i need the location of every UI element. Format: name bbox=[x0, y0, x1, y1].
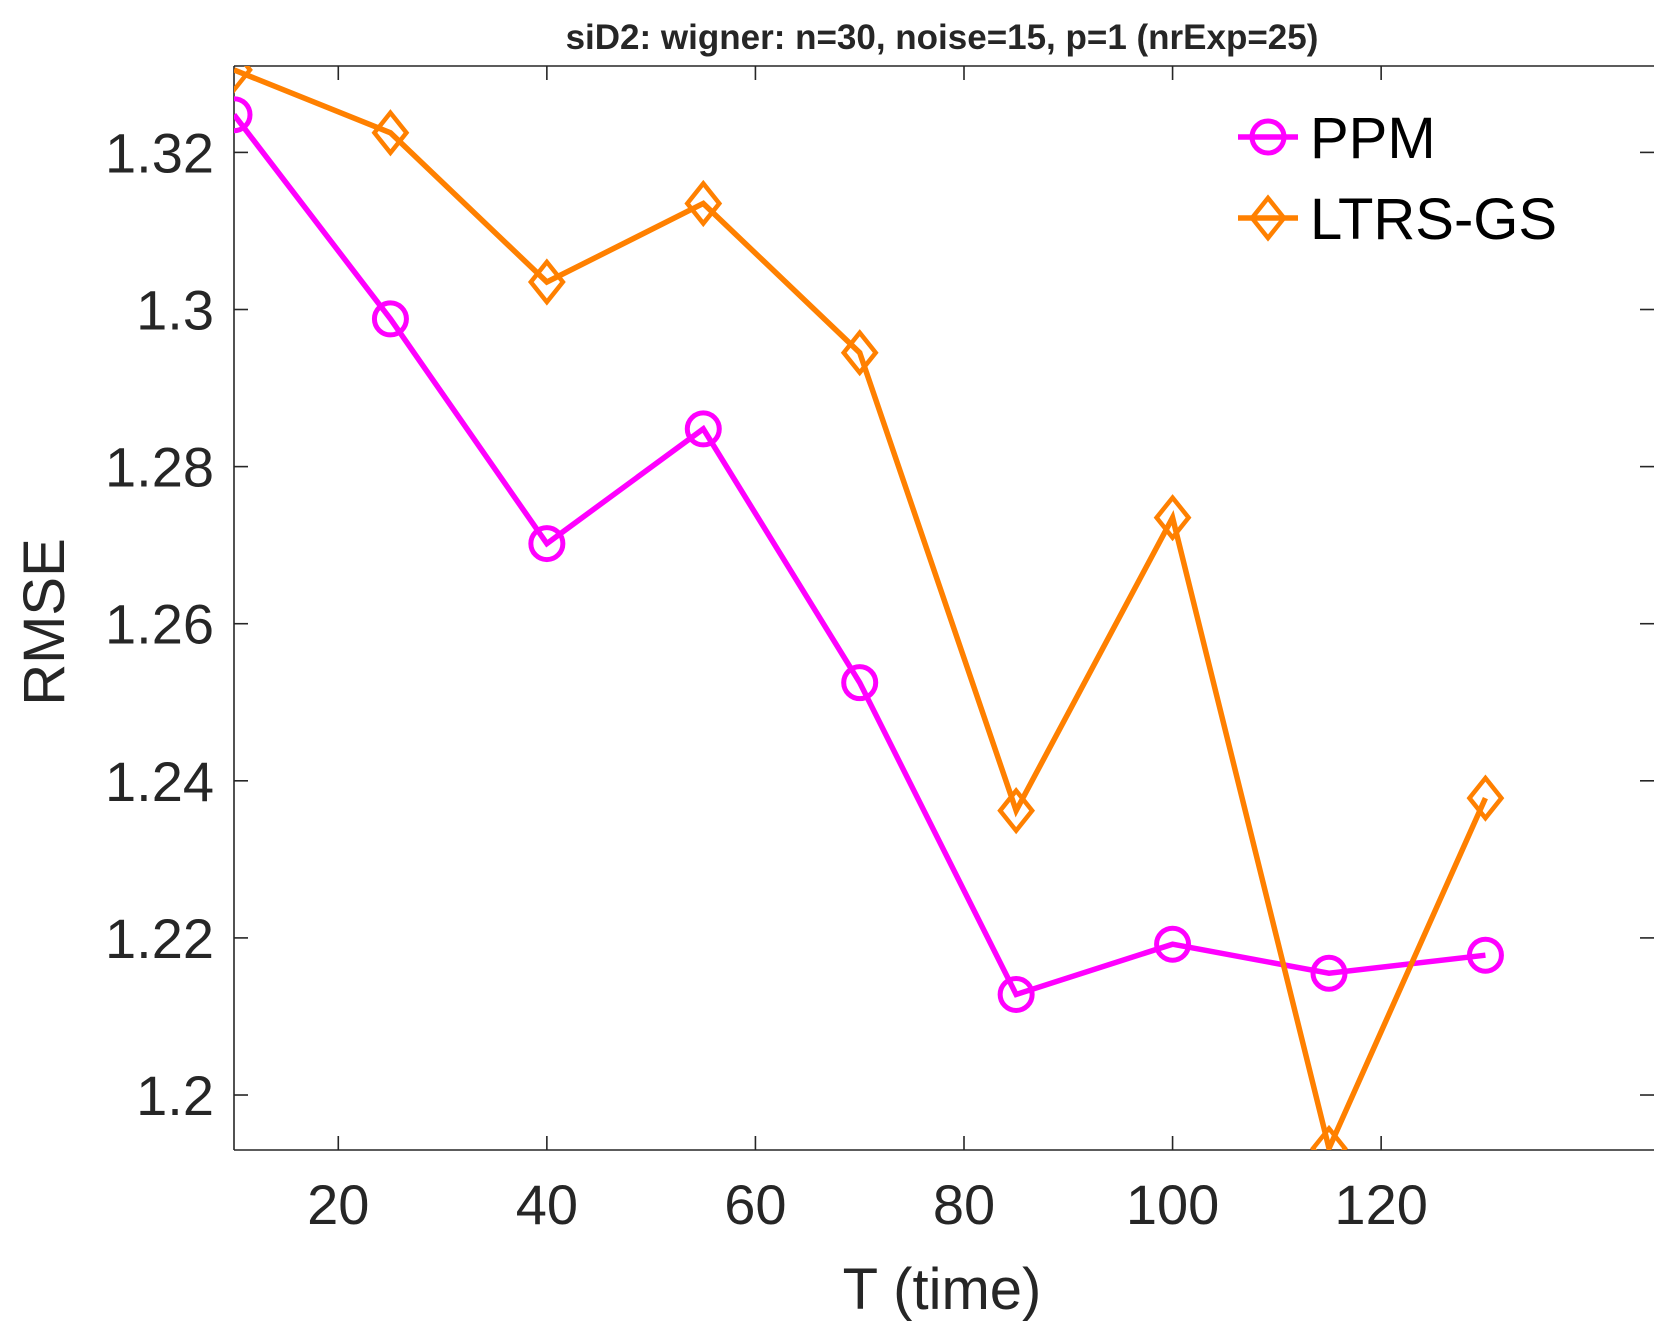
x-tick-label: 20 bbox=[307, 1173, 369, 1236]
y-tick-label: 1.3 bbox=[136, 279, 214, 342]
series-ltrs-gs bbox=[234, 66, 1505, 1150]
axes bbox=[233, 65, 1654, 1151]
data-point-marker bbox=[371, 300, 409, 338]
x-tick-label: 100 bbox=[1126, 1173, 1219, 1236]
x-axis-label: T (time) bbox=[843, 1257, 1042, 1322]
x-tick-label: 120 bbox=[1334, 1173, 1427, 1236]
y-tick-label: 1.26 bbox=[105, 593, 214, 656]
data-point-marker bbox=[684, 179, 723, 228]
data-point-marker bbox=[684, 410, 722, 448]
data-series bbox=[234, 66, 1505, 1150]
x-tick-label: 40 bbox=[516, 1173, 578, 1236]
legend-swatch-marker bbox=[1249, 118, 1287, 156]
data-point-marker bbox=[997, 787, 1036, 835]
y-tick-label: 1.22 bbox=[105, 907, 214, 970]
data-point-marker bbox=[1310, 1124, 1348, 1150]
series-ppm bbox=[234, 96, 1504, 1013]
chart-title: siD2: wigner: n=30, noise=15, p=1 (nrExp… bbox=[566, 18, 1319, 57]
data-point-marker bbox=[234, 96, 253, 134]
legend-swatch-marker bbox=[1249, 194, 1287, 242]
data-point-marker bbox=[371, 109, 410, 157]
data-point-marker bbox=[840, 329, 879, 377]
data-point-marker bbox=[528, 525, 566, 563]
x-tick-label: 80 bbox=[933, 1173, 995, 1236]
y-tick-label: 1.2 bbox=[136, 1064, 214, 1127]
data-point-marker bbox=[1153, 494, 1192, 542]
data-point-marker bbox=[997, 975, 1035, 1013]
data-point-marker bbox=[527, 258, 566, 306]
data-point-marker bbox=[1466, 936, 1504, 974]
series-line bbox=[234, 113, 1486, 998]
axis-ticks: 20 40 60 80 100 120 1.2 1.22 1.24 1.26 1.28 1.3 1.32 bbox=[105, 66, 1654, 1236]
y-tick-label: 1.32 bbox=[105, 121, 214, 184]
data-point-marker bbox=[841, 664, 879, 702]
legend-label: LTRS-GS bbox=[1310, 187, 1557, 252]
data-point-marker bbox=[1310, 954, 1348, 992]
data-point-marker bbox=[1466, 774, 1505, 822]
legend-entry: PPM bbox=[1238, 106, 1436, 171]
x-tick-label: 60 bbox=[724, 1173, 786, 1236]
series-line bbox=[234, 67, 1488, 1150]
legend-label: PPM bbox=[1310, 106, 1436, 171]
y-axis-label: RMSE bbox=[12, 538, 77, 706]
legend-entry: LTRS-GS bbox=[1238, 187, 1557, 252]
data-point-marker bbox=[1154, 925, 1192, 963]
y-tick-label: 1.28 bbox=[105, 436, 214, 499]
y-tick-label: 1.24 bbox=[105, 750, 214, 813]
legend: PPM LTRS-GS bbox=[1238, 106, 1557, 252]
